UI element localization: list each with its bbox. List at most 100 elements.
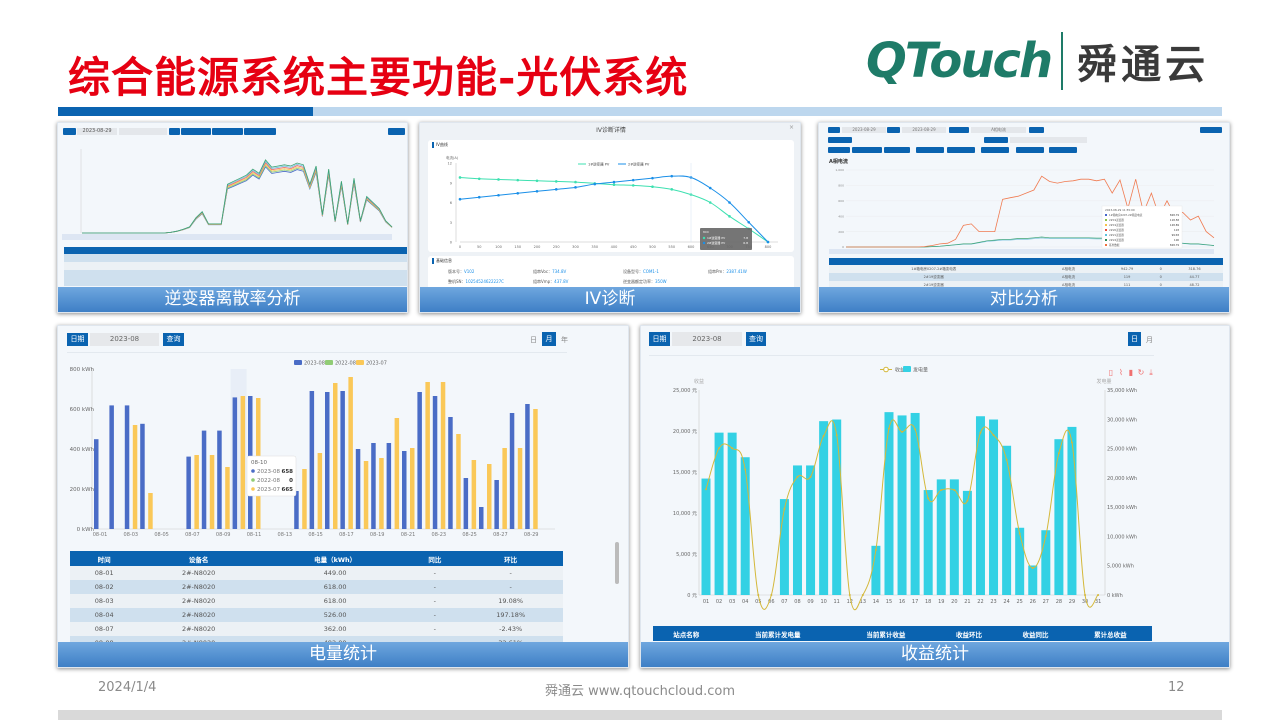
date-label-button[interactable]: 日期: [67, 333, 88, 346]
max-dispersion-button[interactable]: [212, 128, 243, 135]
tooltip-value: 7.8: [743, 236, 748, 240]
export-button[interactable]: [388, 128, 405, 135]
table-cell: 19.08%: [458, 594, 563, 608]
query-button[interactable]: [169, 128, 180, 135]
x-tick-label: 08: [794, 599, 800, 605]
y-left-tick: 10,000 元: [673, 511, 697, 517]
compare-analysis-button[interactable]: [1200, 127, 1222, 133]
x-tick-label: 07: [781, 599, 787, 605]
line-icon[interactable]: ⌇: [1119, 368, 1123, 377]
bar: [975, 416, 985, 595]
table-header-cell: [1165, 258, 1223, 265]
bar-icon[interactable]: ▮: [1129, 368, 1133, 377]
info-field: 组串Vmp：437.8V: [533, 279, 568, 285]
date-input[interactable]: 2023-08-29: [77, 128, 117, 135]
bar: [714, 432, 724, 595]
y-right-tick: 25,000 kWh: [1107, 447, 1137, 453]
device-chip[interactable]: [947, 147, 975, 153]
bar: [317, 453, 323, 529]
device-chip[interactable]: [852, 147, 882, 153]
tooltip-swatch: [1105, 234, 1107, 236]
table-row: 08-03 2#-N8020 618.00-19.08%: [70, 594, 563, 608]
baseline-device-select[interactable]: [1010, 137, 1087, 143]
bar: [962, 490, 972, 595]
bar: [302, 469, 307, 529]
bar: [363, 461, 369, 529]
iv-curve-card: IV曲线 电流(A) 0 3 6 9 12 0 50 100 150 200 250 300 350 400…: [428, 140, 794, 252]
bar: [417, 392, 422, 529]
month-input[interactable]: 2023-08: [90, 333, 159, 346]
bar: [509, 413, 515, 529]
download-icon[interactable]: ⤓: [1149, 368, 1153, 377]
table-row: 08-01 2#-N8020 449.00- -: [70, 566, 563, 580]
table-cell: 44.77: [1165, 273, 1223, 281]
x-tick-label: 18: [925, 599, 931, 605]
y-left-tick: 20,000 元: [673, 429, 697, 435]
table-cell: 08-03: [70, 594, 139, 608]
tooltip-bg: [246, 455, 297, 497]
table-cell: -: [411, 580, 459, 594]
info-field: 组串Pm：2387.41W: [708, 269, 747, 275]
tab-month[interactable]: 月: [1146, 336, 1153, 344]
tab-day[interactable]: 日: [1128, 332, 1141, 346]
bar: [494, 480, 499, 529]
table-header-cell: [829, 258, 1039, 265]
x-tick-label: 350: [591, 245, 598, 249]
month-input[interactable]: 2023-08: [672, 332, 742, 346]
min-dispersion-button[interactable]: [244, 128, 276, 135]
data-view-icon[interactable]: ▯: [1109, 368, 1113, 377]
device-chip[interactable]: [1016, 147, 1044, 153]
x-tick-label: 08-05: [154, 532, 169, 538]
query-button[interactable]: 查询: [163, 333, 184, 346]
zoom-slider[interactable]: [62, 234, 392, 240]
date-label-button[interactable]: 日期: [649, 332, 670, 346]
device-chip[interactable]: [916, 147, 944, 153]
table-header-cell: 环比: [458, 551, 563, 566]
y-axis-label: 电流(A): [446, 155, 459, 160]
bar: [779, 499, 789, 595]
start-date-input[interactable]: 2023-08-29: [842, 127, 886, 133]
device-chip[interactable]: [981, 147, 1009, 153]
tooltip-label: 1#逆变器 PV: [707, 235, 726, 240]
bar: [217, 430, 222, 529]
bar: [740, 457, 750, 595]
inverter-select[interactable]: [119, 128, 167, 135]
table-row: 2#19逆变器 A相电流 111 0 48.72: [829, 281, 1223, 289]
x-tick-label: 08-15: [308, 532, 323, 538]
x-tick-label: 600: [688, 245, 695, 249]
tab-month[interactable]: 月: [542, 332, 556, 346]
info-value: 734.8V: [552, 269, 567, 274]
scrollbar[interactable]: [615, 542, 619, 584]
table-header-cell: 时间: [70, 551, 139, 566]
y-right-tick: 30,000 kWh: [1107, 417, 1137, 423]
avg-dispersion-button[interactable]: [181, 128, 211, 135]
close-icon[interactable]: ×: [788, 124, 794, 131]
phase-select[interactable]: A相电流: [971, 127, 1026, 133]
device-chip[interactable]: [1049, 147, 1077, 153]
line-point: [953, 489, 956, 492]
tab-day[interactable]: 日: [530, 336, 537, 344]
x-tick-label: 26: [1030, 599, 1036, 605]
table-header-row: [829, 258, 1223, 265]
date-label-button[interactable]: [63, 128, 76, 135]
info-label: 整机SN：: [448, 279, 466, 284]
x-tick-label: 09: [807, 599, 813, 605]
tab-year[interactable]: 年: [561, 336, 568, 344]
bar: [487, 464, 492, 529]
bar: [402, 451, 407, 529]
end-date-input[interactable]: 2023-08-29: [902, 127, 946, 133]
legend-swatch: [294, 360, 302, 365]
line-point: [861, 594, 864, 596]
table-cell: 0: [1155, 281, 1166, 289]
query-button[interactable]: [1029, 127, 1044, 133]
query-button[interactable]: 查询: [746, 332, 766, 346]
start-label: [828, 127, 840, 133]
device-chip[interactable]: [884, 147, 910, 153]
device-label[interactable]: [828, 147, 850, 153]
legend-label: 发电量: [913, 367, 928, 374]
line-point: [705, 488, 707, 491]
restore-icon[interactable]: ↻: [1138, 368, 1145, 377]
info-value: 2387.41W: [726, 269, 747, 274]
line-point: [835, 434, 838, 437]
tooltip-label: 2#21逆变器: [1109, 233, 1124, 237]
